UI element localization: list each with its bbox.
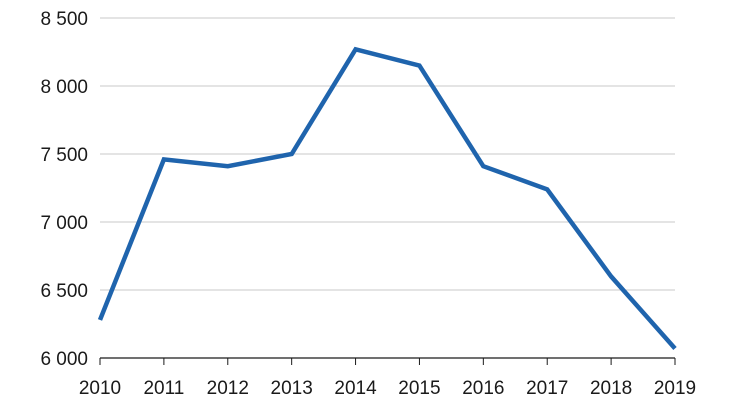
grid-lines — [100, 17, 675, 291]
y-tick-label-6500: 6 500 — [40, 281, 88, 302]
x-tick-label-2013: 2013 — [271, 378, 313, 399]
series-layer — [97, 46, 677, 350]
x-tick-label-2012: 2012 — [207, 378, 249, 399]
x-tick-label-2018: 2018 — [590, 378, 632, 399]
y-tick-label-7500: 7 500 — [40, 145, 88, 166]
x-tick-label-2011: 2011 — [143, 378, 184, 399]
x-axis: 2010 2011 2012 2013 2014 2015 2016 2017 2018 2019 — [79, 357, 696, 399]
x-tick-label-2015: 2015 — [398, 378, 440, 399]
y-tick-label-8000: 8 000 — [40, 77, 88, 98]
x-tick-label-2014: 2014 — [334, 378, 377, 399]
x-tick-label-2016: 2016 — [462, 378, 504, 399]
x-tick-label-2010: 2010 — [79, 378, 121, 399]
x-tick-label-2019: 2019 — [654, 378, 696, 399]
y-tick-label-8500: 8 500 — [40, 9, 88, 30]
y-tick-label-6000: 6 000 — [40, 349, 88, 370]
y-tick-label-7000: 7 000 — [40, 213, 88, 234]
x-tick-label-2017: 2017 — [526, 378, 568, 399]
y-axis-tick-labels: 6 000 6 500 7 000 7 500 8 000 8 500 — [40, 9, 88, 370]
series-line-0 — [97, 46, 677, 350]
